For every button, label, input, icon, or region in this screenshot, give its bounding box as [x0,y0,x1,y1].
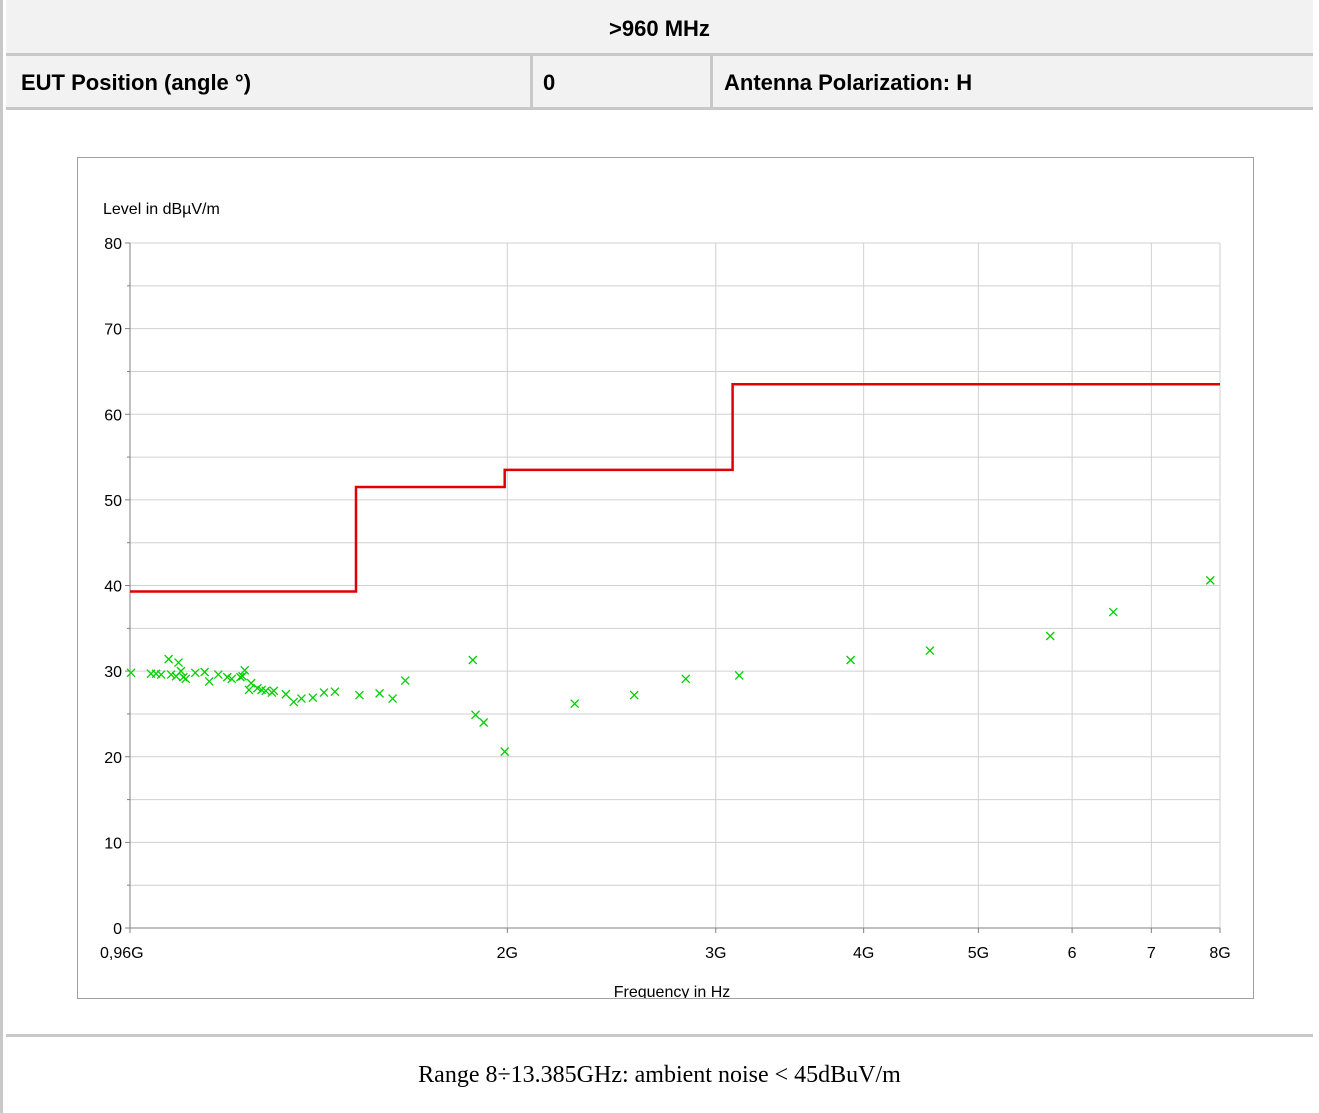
eut-position-value: 0 [543,70,556,95]
x-tick-label: 7 [1147,945,1156,962]
data-point [289,697,299,707]
footer-row: Range 8÷13.385GHz: ambient noise < 45dBu… [6,1037,1313,1113]
x-tick-label: 8G [1209,945,1230,962]
cell-divider [710,56,713,107]
data-point [1205,575,1215,585]
antenna-polarization: Antenna Polarization: H [724,70,973,95]
eut-position-label: EUT Position (angle °) [21,70,252,95]
data-point [164,654,174,664]
data-point [479,718,489,727]
y-tick-label: 80 [104,236,122,253]
x-tick-label: 2G [497,945,518,962]
x-axis-label: Frequency in Hz [614,984,731,998]
x-tick-label: 6 [1068,945,1077,962]
data-point [227,674,237,684]
data-point [570,699,580,709]
data-point [126,668,136,678]
data-point [500,747,510,757]
emission-chart: 0 10 20 30 40 50 60 70 80 0,96G 2G 3G 4G 5G 6 7 8G Level… [100,201,1231,1001]
x-tick-label: 4G [853,945,874,962]
y-tick-label: 70 [104,322,122,339]
data-point [308,693,318,703]
data-point [269,686,279,696]
y-tick-label: 20 [104,750,122,767]
data-point [240,665,250,675]
data-point [213,670,223,680]
data-point [176,666,186,676]
data-point [281,689,291,699]
data-point [181,674,191,684]
y-tick-label: 30 [104,664,122,681]
data-point [681,674,691,684]
y-tick-label: 50 [104,493,122,510]
x-tick-label: 0,96G [100,945,144,962]
data-point [846,655,856,665]
data-point [319,688,329,697]
data-point [244,685,254,695]
data-point [471,710,480,720]
y-tick-label: 40 [104,579,122,596]
data-point [734,670,744,680]
data-point [204,676,214,686]
data-point [235,672,245,682]
data-point [354,690,364,700]
data-point [925,646,935,656]
y-tick-label: 0 [113,921,122,938]
chart-row: 0 10 20 30 40 50 60 70 80 0,96G 2G 3G 4G 5G 6 7 8G Level… [6,110,1313,1037]
data-point [166,670,176,680]
x-tick-label: 5G [968,945,989,962]
data-point [200,667,210,677]
header-row-band: >960 MHz [6,0,1313,56]
data-point [190,668,200,678]
data-point [388,694,398,703]
band-title: >960 MHz [609,16,710,41]
data-point [296,694,306,703]
data-point [246,678,256,688]
data-point [330,687,340,697]
data-point [1045,631,1055,641]
y-axis-label: Level in dBµV/m [103,201,220,218]
cell-divider [530,56,533,107]
data-point [400,676,410,686]
data-point [174,658,183,668]
data-point [629,690,639,700]
x-tick-label: 3G [705,945,726,962]
y-tick-label: 60 [104,407,122,424]
chart-frame: 0 10 20 30 40 50 60 70 80 0,96G 2G 3G 4G 5G 6 7 8G Level… [77,157,1254,1001]
y-tick-label: 10 [104,835,122,852]
ambient-noise-note: Range 8÷13.385GHz: ambient noise < 45dBu… [418,1062,901,1088]
data-point [1108,607,1118,617]
limit-line [130,383,1220,593]
data-point [238,671,248,681]
header-row-settings: EUT Position (angle °) 0 Antenna Polariz… [6,56,1313,110]
data-point [468,655,478,665]
data-point [375,688,385,698]
data-point [156,670,166,680]
